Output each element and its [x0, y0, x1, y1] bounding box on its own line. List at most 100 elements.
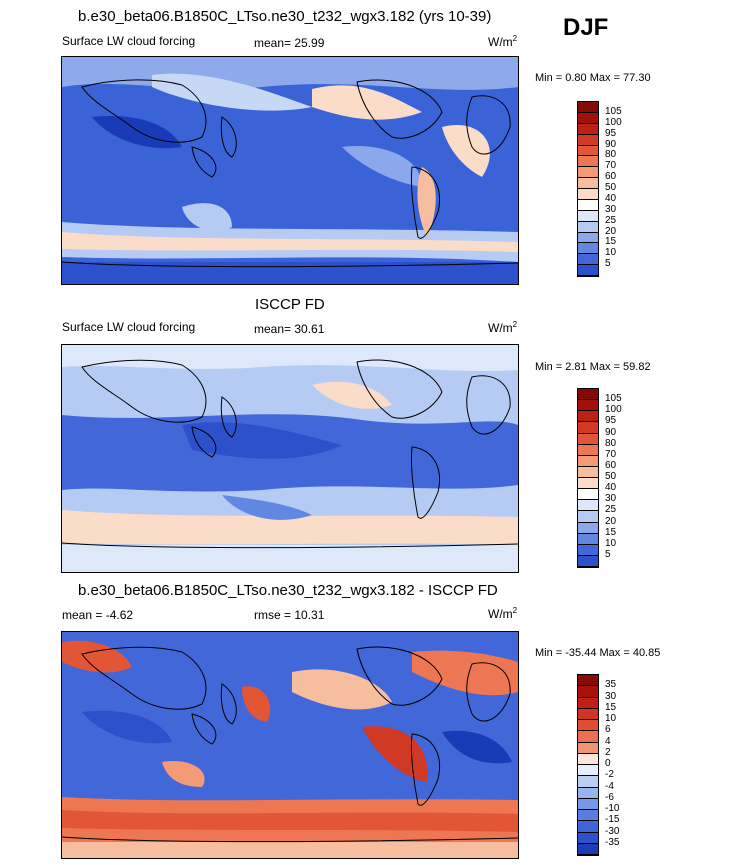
- colorbar-tick-label: 40: [605, 482, 617, 494]
- panel1-variable-label: Surface LW cloud forcing: [62, 34, 196, 48]
- colorbar-tick-label: -15: [605, 814, 620, 826]
- colorbar-swatch: [578, 254, 598, 266]
- colorbar-swatch: [578, 422, 598, 434]
- colorbar-tick-label: -6: [605, 791, 614, 803]
- colorbar-tick-label: 30: [605, 203, 617, 215]
- colorbar-swatch: [578, 798, 598, 810]
- colorbar-swatch: [578, 123, 598, 135]
- colorbar-tick-label: 80: [605, 149, 617, 161]
- colorbar-tick-label: -2: [605, 769, 614, 781]
- colorbar-swatch: [578, 411, 598, 423]
- panel2-colorbar: 105 100 95 90 80 70 60 50 40 30 25 20 15 10 5: [577, 388, 637, 568]
- colorbar-tick-label: 100: [605, 404, 622, 416]
- panel2-map: [61, 344, 519, 573]
- panel3-units: W/m2: [488, 606, 517, 621]
- panel1-map-canvas: [62, 57, 518, 284]
- panel3-colorbar: 35 30 15 10 6 4 2 0 -2 -4 -6 -10 -15 -30 -35: [577, 674, 637, 859]
- panel3-units-text: W/m: [488, 607, 513, 621]
- colorbar-tick-label: 15: [605, 526, 617, 538]
- panel3-title: b.e30_beta06.B1850C_LTso.ne30_t232_wgx3.…: [78, 582, 498, 599]
- panel1-colorbar: 105 100 95 90 80 70 60 50 40 30 25 20 15 10 5: [577, 101, 637, 281]
- panel2-units-sup: 2: [512, 320, 518, 329]
- colorbar-tick-label: 5: [605, 258, 611, 270]
- colorbar-tick-label: -35: [605, 836, 620, 848]
- colorbar-tick-label: 4: [605, 735, 611, 747]
- colorbar-swatch: [578, 210, 598, 222]
- colorbar-tick-label: 10: [605, 247, 617, 259]
- colorbar-swatch: [578, 199, 598, 211]
- panel2-units-text: W/m: [488, 321, 513, 335]
- colorbar-swatch: [578, 731, 598, 743]
- colorbar-swatch: [578, 522, 598, 534]
- panel1-title: b.e30_beta06.B1850C_LTso.ne30_t232_wgx3.…: [78, 8, 492, 25]
- colorbar-swatch: [578, 167, 598, 179]
- colorbar-swatch: [578, 134, 598, 146]
- colorbar-tick-label: 30: [605, 493, 617, 505]
- panel3-map-canvas: [62, 632, 518, 858]
- colorbar-swatch: [578, 400, 598, 412]
- panel3-minmax: Min = -35.44 Max = 40.85: [535, 647, 661, 659]
- colorbar-swatch: [578, 675, 598, 687]
- panel1-mean-label: mean= 25.99: [254, 36, 325, 50]
- colorbar-swatch: [578, 843, 598, 855]
- panel3-colorbar-swatches: [577, 674, 599, 856]
- panel2-mean-label: mean= 30.61: [254, 322, 325, 336]
- colorbar-swatch: [578, 455, 598, 467]
- colorbar-swatch: [578, 697, 598, 709]
- colorbar-swatch: [578, 533, 598, 545]
- colorbar-swatch: [578, 243, 598, 255]
- colorbar-swatch: [578, 221, 598, 233]
- colorbar-swatch: [578, 444, 598, 456]
- colorbar-tick-label: 90: [605, 138, 617, 150]
- colorbar-tick-label: 95: [605, 415, 617, 427]
- colorbar-tick-label: 60: [605, 459, 617, 471]
- colorbar-swatch: [578, 500, 598, 512]
- panel1-units-sup: 2: [512, 34, 518, 43]
- colorbar-swatch: [578, 102, 598, 113]
- colorbar-swatch: [578, 232, 598, 244]
- colorbar-swatch: [578, 489, 598, 501]
- panel3-units-sup: 2: [512, 606, 518, 615]
- colorbar-swatch: [578, 433, 598, 445]
- colorbar-swatch: [578, 765, 598, 777]
- colorbar-tick-label: 15: [605, 701, 617, 713]
- colorbar-swatch: [578, 555, 598, 567]
- colorbar-swatch: [578, 156, 598, 168]
- colorbar-swatch: [578, 821, 598, 833]
- panel3-map: [61, 631, 519, 859]
- colorbar-swatch: [578, 178, 598, 189]
- colorbar-swatch: [578, 478, 598, 490]
- colorbar-tick-label: -10: [605, 803, 620, 814]
- colorbar-swatch: [578, 189, 598, 200]
- colorbar-tick-label: -30: [605, 825, 620, 837]
- panel1-units: W/m2: [488, 34, 517, 49]
- colorbar-tick-label: 50: [605, 182, 617, 193]
- panel2-map-canvas: [62, 345, 518, 572]
- panel2-variable-label: Surface LW cloud forcing: [62, 320, 196, 334]
- panel2-minmax: Min = 2.81 Max = 59.82: [535, 361, 651, 373]
- colorbar-tick-label: 50: [605, 471, 617, 482]
- colorbar-tick-label: 80: [605, 437, 617, 449]
- colorbar-tick-label: 35: [605, 679, 617, 691]
- colorbar-swatch: [578, 145, 598, 157]
- colorbar-tick-label: 40: [605, 192, 617, 204]
- panel1-map: [61, 56, 519, 285]
- colorbar-tick-label: 10: [605, 537, 617, 549]
- colorbar-tick-label: 90: [605, 426, 617, 438]
- colorbar-swatch: [578, 810, 598, 822]
- colorbar-swatch: [578, 265, 598, 276]
- colorbar-swatch: [578, 466, 598, 478]
- colorbar-swatch: [578, 787, 598, 799]
- colorbar-tick-label: 10: [605, 713, 617, 724]
- season-label: DJF: [563, 14, 609, 41]
- colorbar-tick-label: 25: [605, 214, 617, 226]
- colorbar-swatch: [578, 544, 598, 556]
- colorbar-swatch: [578, 832, 598, 844]
- colorbar-swatch: [578, 742, 598, 754]
- colorbar-tick-label: 105: [605, 393, 622, 405]
- panel3-rmse-label: rmse = 10.31: [254, 608, 325, 622]
- colorbar-tick-label: 25: [605, 504, 617, 516]
- panel1-colorbar-swatches: [577, 101, 599, 277]
- colorbar-tick-label: -4: [605, 780, 614, 792]
- colorbar-tick-label: 60: [605, 171, 617, 183]
